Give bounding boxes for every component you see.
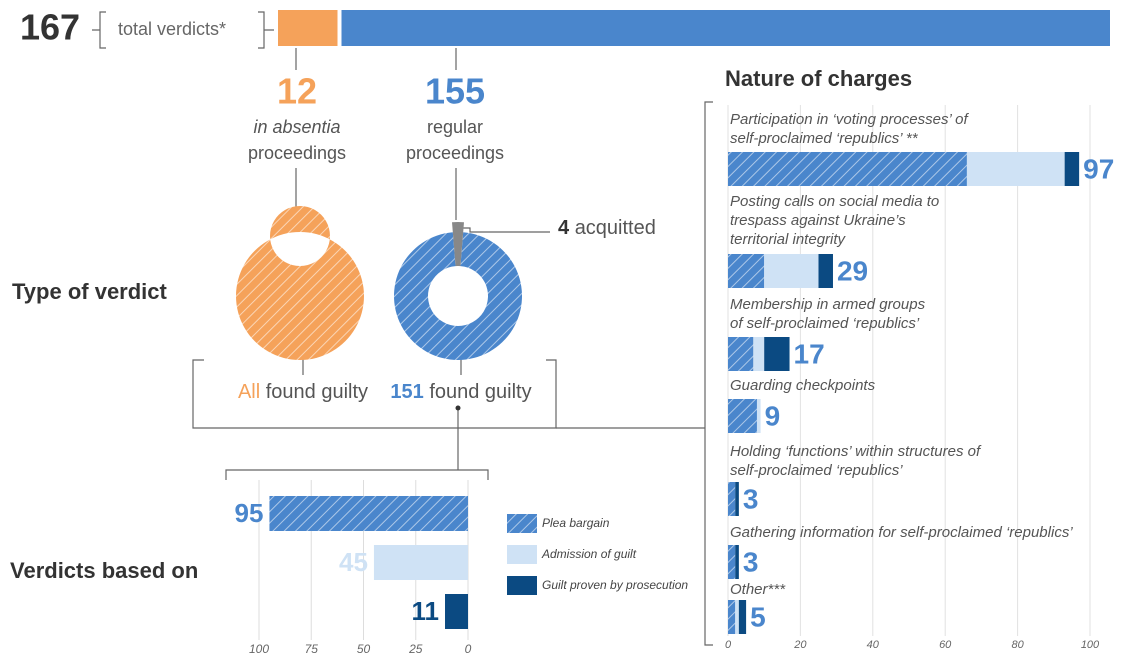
bar-segment [728, 600, 736, 634]
bar-segment [728, 482, 736, 516]
x-tick-label: 25 [408, 642, 423, 656]
total-number: 167 [20, 7, 80, 48]
donut-label: 151 found guilty [390, 381, 531, 403]
total-label: 17 [794, 338, 825, 369]
legend-swatch [507, 514, 537, 533]
connector [456, 227, 550, 233]
category-label: Holding ‘functions’ within structures of [730, 443, 982, 460]
bar [269, 496, 468, 531]
bar-segment [728, 152, 967, 186]
bar-segment [966, 152, 1065, 186]
category-label: Guarding checkpoints [730, 377, 876, 394]
donut-label: 4 acquitted [558, 217, 656, 239]
bar-segment [728, 254, 765, 288]
donut-value: All [238, 381, 260, 403]
bar-segment [818, 254, 833, 288]
count-note: regular [427, 117, 483, 137]
bar-segment [728, 545, 736, 579]
category-label: Posting calls on social media to [730, 193, 939, 210]
count-caption: proceedings [248, 143, 346, 163]
x-tick-label: 0 [725, 639, 732, 651]
total-label: 3 [743, 483, 759, 514]
bar-segment [735, 600, 739, 634]
x-tick-label: 100 [1081, 639, 1100, 651]
bar-segment [753, 337, 765, 371]
legend-label: Guilt proven by prosecution [542, 578, 688, 592]
bar-segment [764, 337, 790, 371]
legend-label: Plea bargain [542, 516, 610, 530]
category-label: self-proclaimed ‘republics’ [730, 462, 903, 479]
count-caption: proceedings [406, 143, 504, 163]
bar-segment [728, 399, 757, 433]
bar-segment [1064, 152, 1080, 186]
bar-segment [756, 399, 761, 433]
total-label: 9 [765, 400, 781, 431]
count-label: 155 [425, 71, 485, 112]
section-title: Nature of charges [725, 66, 912, 91]
bracket [225, 469, 489, 480]
section-title: Verdicts based on [10, 558, 198, 583]
x-tick-label: 0 [465, 642, 472, 656]
bar-segment [735, 482, 739, 516]
value-label: 95 [235, 498, 264, 528]
bracket [704, 101, 713, 646]
bracket [258, 11, 274, 49]
total-label: 29 [837, 255, 868, 286]
category-label: Membership in armed groups [730, 296, 926, 313]
donut-slice [235, 206, 364, 361]
total-label: 5 [750, 601, 766, 632]
bar-segment [728, 337, 754, 371]
donut-slice [452, 222, 464, 267]
dot [455, 405, 461, 411]
bar [445, 594, 468, 629]
value-label: 45 [339, 547, 368, 577]
bracket [192, 359, 557, 429]
legend-swatch [507, 576, 537, 595]
category-label: self-proclaimed ‘republics’ ** [730, 130, 919, 147]
bar-segment [735, 545, 739, 579]
legend-swatch [507, 545, 537, 564]
bar-segment [764, 254, 819, 288]
value-label: 11 [412, 596, 440, 626]
legend-label: Admission of guilt [541, 547, 637, 561]
category-label: Other*** [730, 581, 786, 598]
total-label: 3 [743, 546, 759, 577]
category-label: territorial integrity [730, 231, 847, 248]
x-tick-label: 50 [357, 642, 371, 656]
count-label: 12 [277, 71, 317, 112]
bar [373, 545, 468, 580]
donut-value: 4 [558, 217, 570, 239]
category-label: Participation in ‘voting processes’ of [730, 111, 969, 128]
x-tick-label: 20 [793, 639, 807, 651]
donut-caption: found guilty [266, 381, 368, 403]
total-segment [278, 10, 338, 46]
category-label: Gathering information for self-proclaime… [730, 524, 1073, 541]
x-tick-label: 40 [867, 639, 880, 651]
total-segment [341, 10, 1110, 46]
donut-value: 151 [390, 381, 423, 403]
category-label: trespass against Ukraine’s [730, 212, 906, 229]
donut-caption: acquitted [575, 217, 656, 239]
donut-caption: found guilty [429, 381, 531, 403]
total-label: 97 [1083, 153, 1114, 184]
count-note: in absentia [253, 117, 340, 137]
section-title: Type of verdict [12, 279, 168, 304]
donut-label: All found guilty [238, 381, 368, 403]
bar-segment [738, 600, 747, 634]
x-tick-label: 75 [305, 642, 319, 656]
donut-slice [394, 232, 522, 360]
total-label: total verdicts* [118, 19, 226, 39]
x-tick-label: 80 [1011, 639, 1024, 651]
x-tick-label: 60 [939, 639, 952, 651]
category-label: of self-proclaimed ‘republics’ [730, 315, 920, 332]
x-tick-label: 100 [249, 642, 269, 656]
bracket [92, 11, 106, 49]
